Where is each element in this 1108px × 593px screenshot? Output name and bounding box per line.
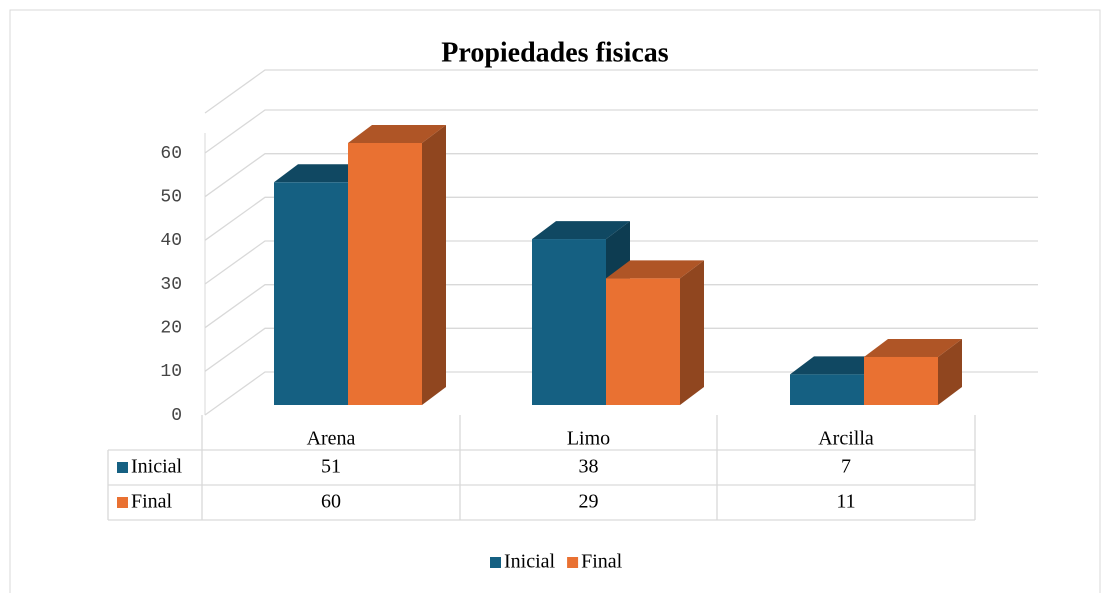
table-row-label: Inicial: [131, 456, 183, 478]
chart-title: Propiedades fisicas: [441, 37, 668, 68]
bar-top: [864, 338, 962, 357]
y-tick-label: 60: [160, 144, 182, 164]
legend-label: Final: [581, 551, 623, 573]
chart-border: [9, 9, 1101, 593]
grid-line: [204, 109, 1038, 154]
grid-line: [204, 371, 1038, 416]
table-key: [117, 497, 128, 508]
table-value: 60: [321, 491, 341, 513]
legend-key: [490, 557, 501, 568]
bar: [532, 239, 606, 405]
table-value: 51: [321, 456, 341, 478]
legend-key: [567, 557, 579, 568]
bar-top: [532, 221, 630, 240]
grid-line: [204, 69, 1038, 114]
grid-line: [204, 327, 1038, 372]
grid-line: [204, 153, 1038, 198]
bar-top: [348, 125, 446, 143]
y-tick-label: 30: [160, 275, 182, 295]
table-value: 11: [836, 491, 855, 513]
x-tick-label: Arena: [307, 428, 356, 450]
y-tick-label: 10: [160, 362, 182, 382]
x-tick-label: Limo: [567, 428, 610, 450]
bar: [790, 374, 864, 405]
bar: [274, 182, 348, 405]
bar-side: [938, 338, 962, 405]
bar: [606, 278, 680, 405]
y-tick-label: 50: [160, 187, 182, 207]
x-tick-label: Arcilla: [818, 428, 874, 450]
bar: [348, 143, 422, 405]
y-tick-label: 0: [171, 406, 182, 426]
bar-side: [422, 125, 446, 405]
legend-label: Inicial: [504, 551, 556, 573]
bar: [864, 356, 938, 405]
grid-line: [204, 196, 1038, 241]
grid-line: [204, 284, 1038, 329]
y-tick-label: 20: [160, 318, 182, 338]
table-value: 7: [841, 456, 851, 478]
table-row-label: Final: [131, 491, 173, 513]
table-key: [117, 462, 128, 473]
table-value: 38: [579, 456, 599, 478]
bar-top: [790, 356, 888, 375]
bar-top: [606, 260, 704, 279]
grid-line: [204, 240, 1038, 285]
bar-top: [274, 164, 372, 183]
table-value: 29: [579, 491, 599, 513]
bar-side: [680, 260, 704, 405]
y-tick-label: 40: [160, 231, 182, 251]
